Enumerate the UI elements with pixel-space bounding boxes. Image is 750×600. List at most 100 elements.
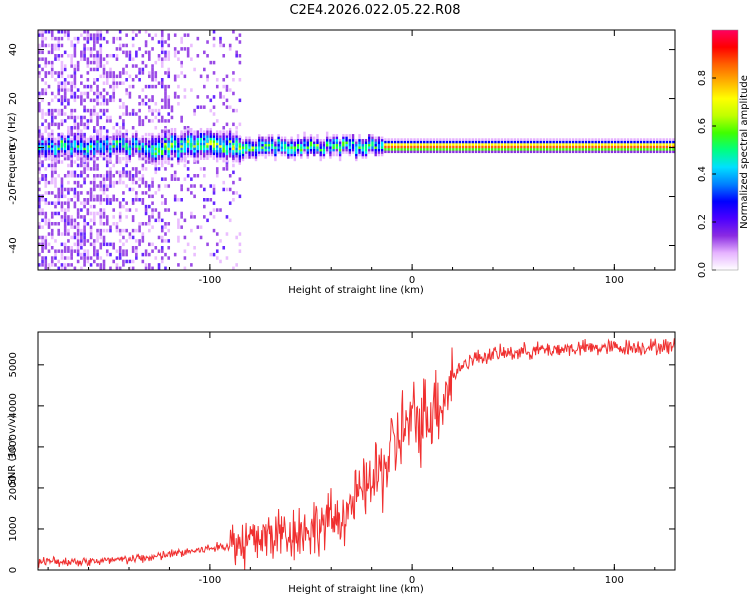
heatmap-cell [50,167,54,171]
heatmap-cell [316,151,319,154]
heatmap-cell [70,140,73,143]
heatmap-cell [80,208,83,212]
heatmap-cell [212,228,216,233]
heatmap-cell [571,145,575,149]
heatmap-cell [89,54,93,58]
heatmap-cell [562,138,565,141]
heatmap-cell [455,148,458,151]
heatmap-cell [633,150,636,154]
heatmap-cell [203,105,206,109]
heatmap-cell [325,136,329,140]
heatmap-cell [280,146,284,149]
heatmap-cell [102,198,106,202]
heatmap-cell [209,140,212,143]
heatmap-cell [588,140,591,144]
y-tick-label: -40 [8,237,19,253]
colorbar-tick-label: 0.2 [697,214,708,230]
heatmap-cell [190,140,193,143]
heatmap-cell [105,60,109,65]
heatmap-cell [89,135,93,138]
heatmap-cell [50,132,54,137]
heatmap-cell [232,150,235,153]
heatmap-cell [38,71,41,75]
heatmap-cell [513,143,517,146]
heatmap-cell [594,143,597,146]
heatmap-cell [649,145,652,149]
heatmap-cell [54,137,57,141]
heatmap-cell [160,36,164,41]
heatmap-cell [89,228,93,233]
heatmap-cell [109,67,112,72]
heatmap-cell [238,140,242,143]
heatmap-cell [125,208,128,212]
heatmap-cell [99,115,103,120]
heatmap-cell [112,150,115,153]
heatmap-cell [141,142,144,146]
heatmap-cell [70,152,73,156]
heatmap-cell [186,132,190,136]
heatmap-cell [76,142,80,146]
chart-title: C2E4.2026.022.05.22.R08 [289,3,460,18]
heatmap-cell [99,102,103,106]
heatmap-cell [180,198,183,202]
heatmap-cell [54,222,57,226]
heatmap-cell [118,252,122,257]
heatmap-cell [96,91,99,96]
heatmap-cell [93,252,96,257]
heatmap-cell [112,98,116,103]
heatmap-cell [96,102,99,106]
heatmap-cell [138,140,141,143]
heatmap-cell [238,232,242,236]
heatmap-cell [209,137,212,141]
heatmap-cell [177,147,180,151]
heatmap-cell [67,102,70,106]
heatmap-cell [80,235,83,240]
heatmap-cell [148,74,151,79]
heatmap-cell [70,108,73,113]
heatmap-cell [468,150,471,154]
heatmap-cell [41,36,44,41]
heatmap-cell [109,201,112,205]
heatmap-cell [148,154,151,158]
heatmap-cell [332,134,335,137]
heatmap-cell [526,148,529,151]
heatmap-cell [73,222,77,226]
heatmap-cell [167,256,171,260]
heatmap-cell [125,91,128,96]
heatmap-cell [109,147,112,151]
heatmap-cell [238,249,242,253]
heatmap-cell [128,137,131,141]
heatmap-cell [148,157,151,160]
heatmap-cell [306,153,309,157]
heatmap-cell [151,157,154,160]
heatmap-cell [290,151,293,154]
heatmap-cell [241,151,245,154]
heatmap-cell [313,153,316,157]
heatmap-cell [99,126,103,130]
heatmap-cell [109,157,112,160]
heatmap-cell [60,204,64,209]
heatmap-cell [413,150,416,154]
heatmap-cell [125,112,128,116]
heatmap-cell [212,157,216,160]
heatmap-cell [248,138,251,142]
heatmap-cell [54,252,57,257]
heatmap-cell [138,198,141,202]
heatmap-cell [173,135,177,138]
heatmap-cell [93,218,96,223]
heatmap-cell [633,148,636,151]
heatmap-cell [99,47,103,51]
heatmap-cell [109,137,112,141]
heatmap-cell [80,154,83,158]
heatmap-cell [50,180,54,185]
heatmap-cell [60,218,64,223]
heatmap-cell [76,208,80,212]
heatmap-cell [128,154,131,158]
heatmap-cell [141,140,144,143]
heatmap-cell [507,148,510,151]
heatmap-cell [613,148,617,151]
heatmap-cell [80,239,83,243]
heatmap-cell [465,143,468,146]
heatmap-cell [445,148,449,151]
heatmap-cell [99,222,103,226]
